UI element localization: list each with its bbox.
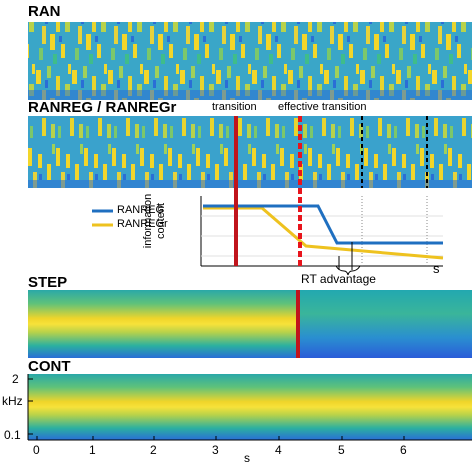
cont-panel-title: CONT (28, 358, 71, 375)
step-spectrogram-low (298, 290, 472, 358)
ran-spectrogram (28, 22, 472, 100)
transition-label: transition (212, 101, 257, 113)
ranreg-panel-title: RANREG / RANREGr (28, 99, 177, 116)
time-tick-label-4: 4 (275, 443, 282, 457)
freq-tick-label-2: 2 (12, 372, 19, 386)
time-tick-label-3: 3 (212, 443, 219, 457)
info-plot-s-label: s (433, 261, 440, 276)
freq-tick-label-0.1: 0.1 (4, 428, 21, 442)
time-tick-label-2: 2 (150, 443, 157, 457)
ranregr-info-line (203, 206, 444, 260)
ranreg-spectrogram-bottom-band (28, 180, 472, 188)
step-spectrogram-high (28, 290, 298, 358)
info-plot-ylabel-line1: information (142, 193, 154, 249)
step-panel-title: STEP (28, 274, 68, 291)
rt-advantage-label: RT advantage (301, 272, 376, 286)
rt-advantage-brace (335, 265, 361, 276)
effective-transition-label: effective transition (278, 101, 367, 113)
legend-ranregr-label: RANREGr (117, 218, 168, 230)
ranreg-spectrogram (28, 116, 472, 188)
time-tick-label-5: 5 (338, 443, 345, 457)
cont-spectrogram (28, 374, 472, 440)
legend-ranreg-label: RANREG (117, 204, 165, 216)
ran-spectrogram-bottom-band (28, 90, 472, 100)
time-axis-label: s (244, 451, 250, 465)
info-plot-ylabel-line2: content (155, 202, 167, 240)
ran-panel-title: RAN (28, 3, 61, 20)
time-tick-label-1: 1 (89, 443, 96, 457)
freq-axis-label: kHz (2, 394, 23, 408)
time-tick-label-6: 6 (400, 443, 407, 457)
ranreg-info-line (203, 204, 443, 245)
time-tick-label-0: 0 (33, 443, 40, 457)
